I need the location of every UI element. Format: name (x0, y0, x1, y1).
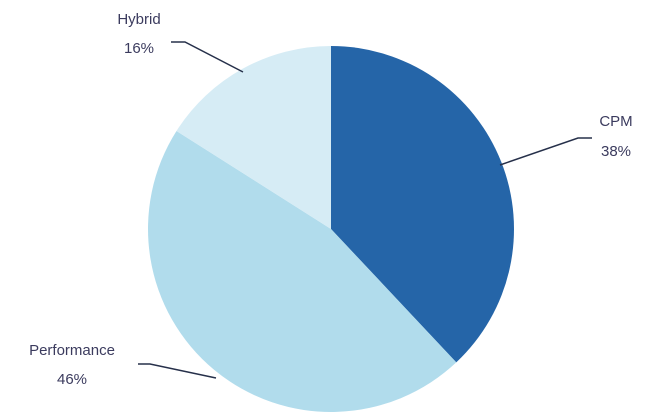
slice-label-hybrid: Hybrid (117, 11, 160, 28)
slice-label-cpm: CPM (599, 113, 632, 130)
slice-value-hybrid: 16% (124, 40, 154, 57)
pie-slice-performance (148, 130, 457, 412)
pie-slices (148, 46, 514, 412)
pie-slice-cpm (331, 46, 514, 363)
slice-label-performance: Performance (29, 342, 115, 359)
slice-value-performance: 46% (57, 371, 87, 388)
leader-line-cpm (499, 137, 592, 166)
pie-slice-hybrid (176, 46, 331, 229)
leader-line-hybrid (171, 41, 244, 73)
leader-line-performance (138, 363, 217, 379)
slice-value-cpm: 38% (601, 143, 631, 160)
